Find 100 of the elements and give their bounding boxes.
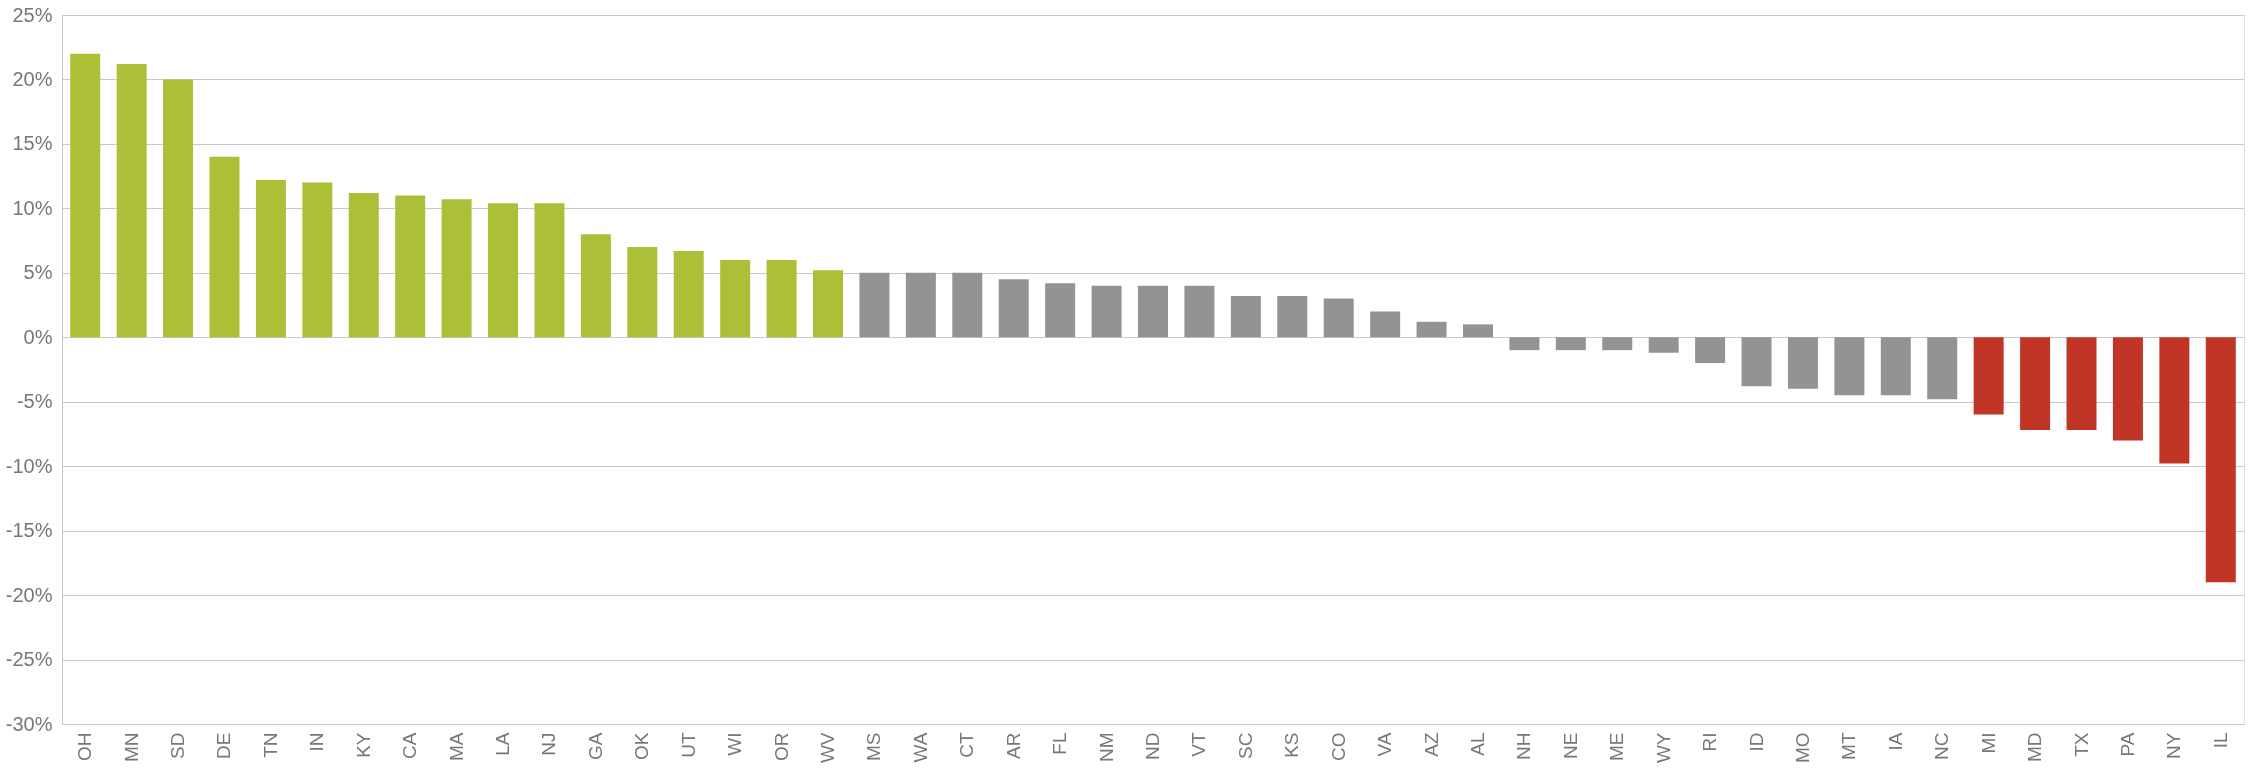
y-tick-label: 15% <box>12 132 53 155</box>
x-tick-label: UT <box>677 732 699 758</box>
x-tick-label: ME <box>1606 732 1628 761</box>
x-tick-label: FL <box>1049 732 1071 755</box>
bar <box>859 272 890 338</box>
bar <box>1277 296 1308 338</box>
x-tick-label: DE <box>213 732 235 759</box>
bar <box>302 182 333 338</box>
bar <box>1695 337 1726 364</box>
x-tick-label: MA <box>445 732 467 761</box>
y-tick-label: -25% <box>5 648 53 671</box>
bar <box>905 272 936 338</box>
bar <box>1184 285 1215 338</box>
y-tick-label: 10% <box>12 196 53 219</box>
x-tick-label: MD <box>2024 732 2046 763</box>
bar <box>255 180 286 338</box>
x-tick-label: WA <box>909 732 931 763</box>
x-tick-label: CA <box>399 732 421 759</box>
bar <box>441 199 472 338</box>
bar <box>1138 285 1168 338</box>
x-tick-label: ND <box>1142 732 1163 760</box>
bar <box>998 279 1029 338</box>
x-tick-label: KS <box>1281 732 1303 758</box>
x-tick-label: TN <box>259 732 281 758</box>
x-tick-label: IA <box>1884 732 1906 751</box>
bar <box>673 250 704 338</box>
x-tick-label: TX <box>2070 732 2092 757</box>
x-tick-label: NC <box>1931 732 1953 760</box>
x-tick-label: VA <box>1374 732 1396 757</box>
x-tick-label: MI <box>1977 732 1999 754</box>
y-tick-label: -5% <box>16 390 53 413</box>
bar <box>720 259 751 338</box>
bar <box>1787 337 1818 389</box>
bar <box>1370 311 1401 338</box>
x-tick-label: CT <box>956 732 978 758</box>
x-tick-label: IL <box>2209 732 2231 749</box>
x-tick-label: NJ <box>538 732 560 756</box>
x-tick-label: AZ <box>1420 732 1442 757</box>
x-tick-label: WV <box>817 732 839 764</box>
x-tick-label: OH <box>74 732 96 761</box>
x-tick-label: GA <box>584 732 606 760</box>
x-tick-label: ID <box>1745 732 1767 752</box>
y-tick-label: 25% <box>12 3 53 26</box>
bar <box>116 63 147 338</box>
x-tick-label: NY <box>2163 732 2185 759</box>
bar <box>813 270 844 338</box>
x-tick-label: AR <box>1002 732 1024 759</box>
y-tick-label: 0% <box>23 325 53 348</box>
x-tick-label: MS <box>863 732 885 761</box>
bar <box>1927 337 1958 400</box>
bar <box>1462 324 1493 338</box>
bar <box>2066 337 2097 431</box>
x-tick-label: KY <box>352 732 374 758</box>
bar <box>1834 337 1865 396</box>
x-tick-label: NM <box>1095 732 1117 763</box>
y-tick-label: -30% <box>5 712 53 735</box>
x-tick-label: SD <box>167 732 189 759</box>
bar <box>70 53 101 338</box>
x-tick-label: WI <box>724 732 746 756</box>
bar <box>1509 337 1540 351</box>
bar <box>488 203 519 338</box>
bar <box>1045 283 1076 338</box>
y-tick-label: -15% <box>5 519 53 542</box>
x-tick-label: MO <box>1791 732 1813 764</box>
bar <box>209 156 240 338</box>
x-tick-label: PA <box>2116 732 2138 757</box>
bar <box>1555 337 1586 351</box>
y-tick-label: 5% <box>23 261 53 284</box>
y-tick-label: -10% <box>5 454 53 477</box>
bar <box>395 195 426 338</box>
bar <box>1741 337 1772 387</box>
bar <box>2159 337 2190 464</box>
x-tick-label: CO <box>1327 732 1349 761</box>
bar <box>952 272 983 338</box>
bar <box>627 247 658 338</box>
bar <box>1880 337 1911 396</box>
bar <box>1230 296 1261 338</box>
bar <box>1602 337 1633 351</box>
bar <box>163 79 194 338</box>
x-tick-label: WY <box>1652 732 1674 764</box>
bar <box>580 234 611 338</box>
bar <box>2205 337 2236 583</box>
bar <box>534 203 565 338</box>
bar <box>1973 337 2004 415</box>
bar <box>348 192 379 338</box>
y-tick-label: 20% <box>12 67 53 90</box>
bar <box>766 259 797 338</box>
x-tick-label: MN <box>120 732 142 763</box>
bar <box>1323 298 1354 338</box>
x-tick-label: LA <box>492 732 514 756</box>
x-tick-label: AL <box>1466 732 1488 756</box>
x-tick-label: OR <box>770 732 792 761</box>
x-tick-label: NH <box>1513 732 1535 760</box>
bar <box>2020 337 2051 431</box>
x-tick-label: OK <box>631 732 653 760</box>
x-tick-label: NE <box>1559 732 1581 759</box>
x-tick-label: SC <box>1234 732 1256 759</box>
x-tick-label: RI <box>1699 732 1721 752</box>
bar <box>1648 337 1679 353</box>
x-tick-label: IN <box>306 732 328 752</box>
